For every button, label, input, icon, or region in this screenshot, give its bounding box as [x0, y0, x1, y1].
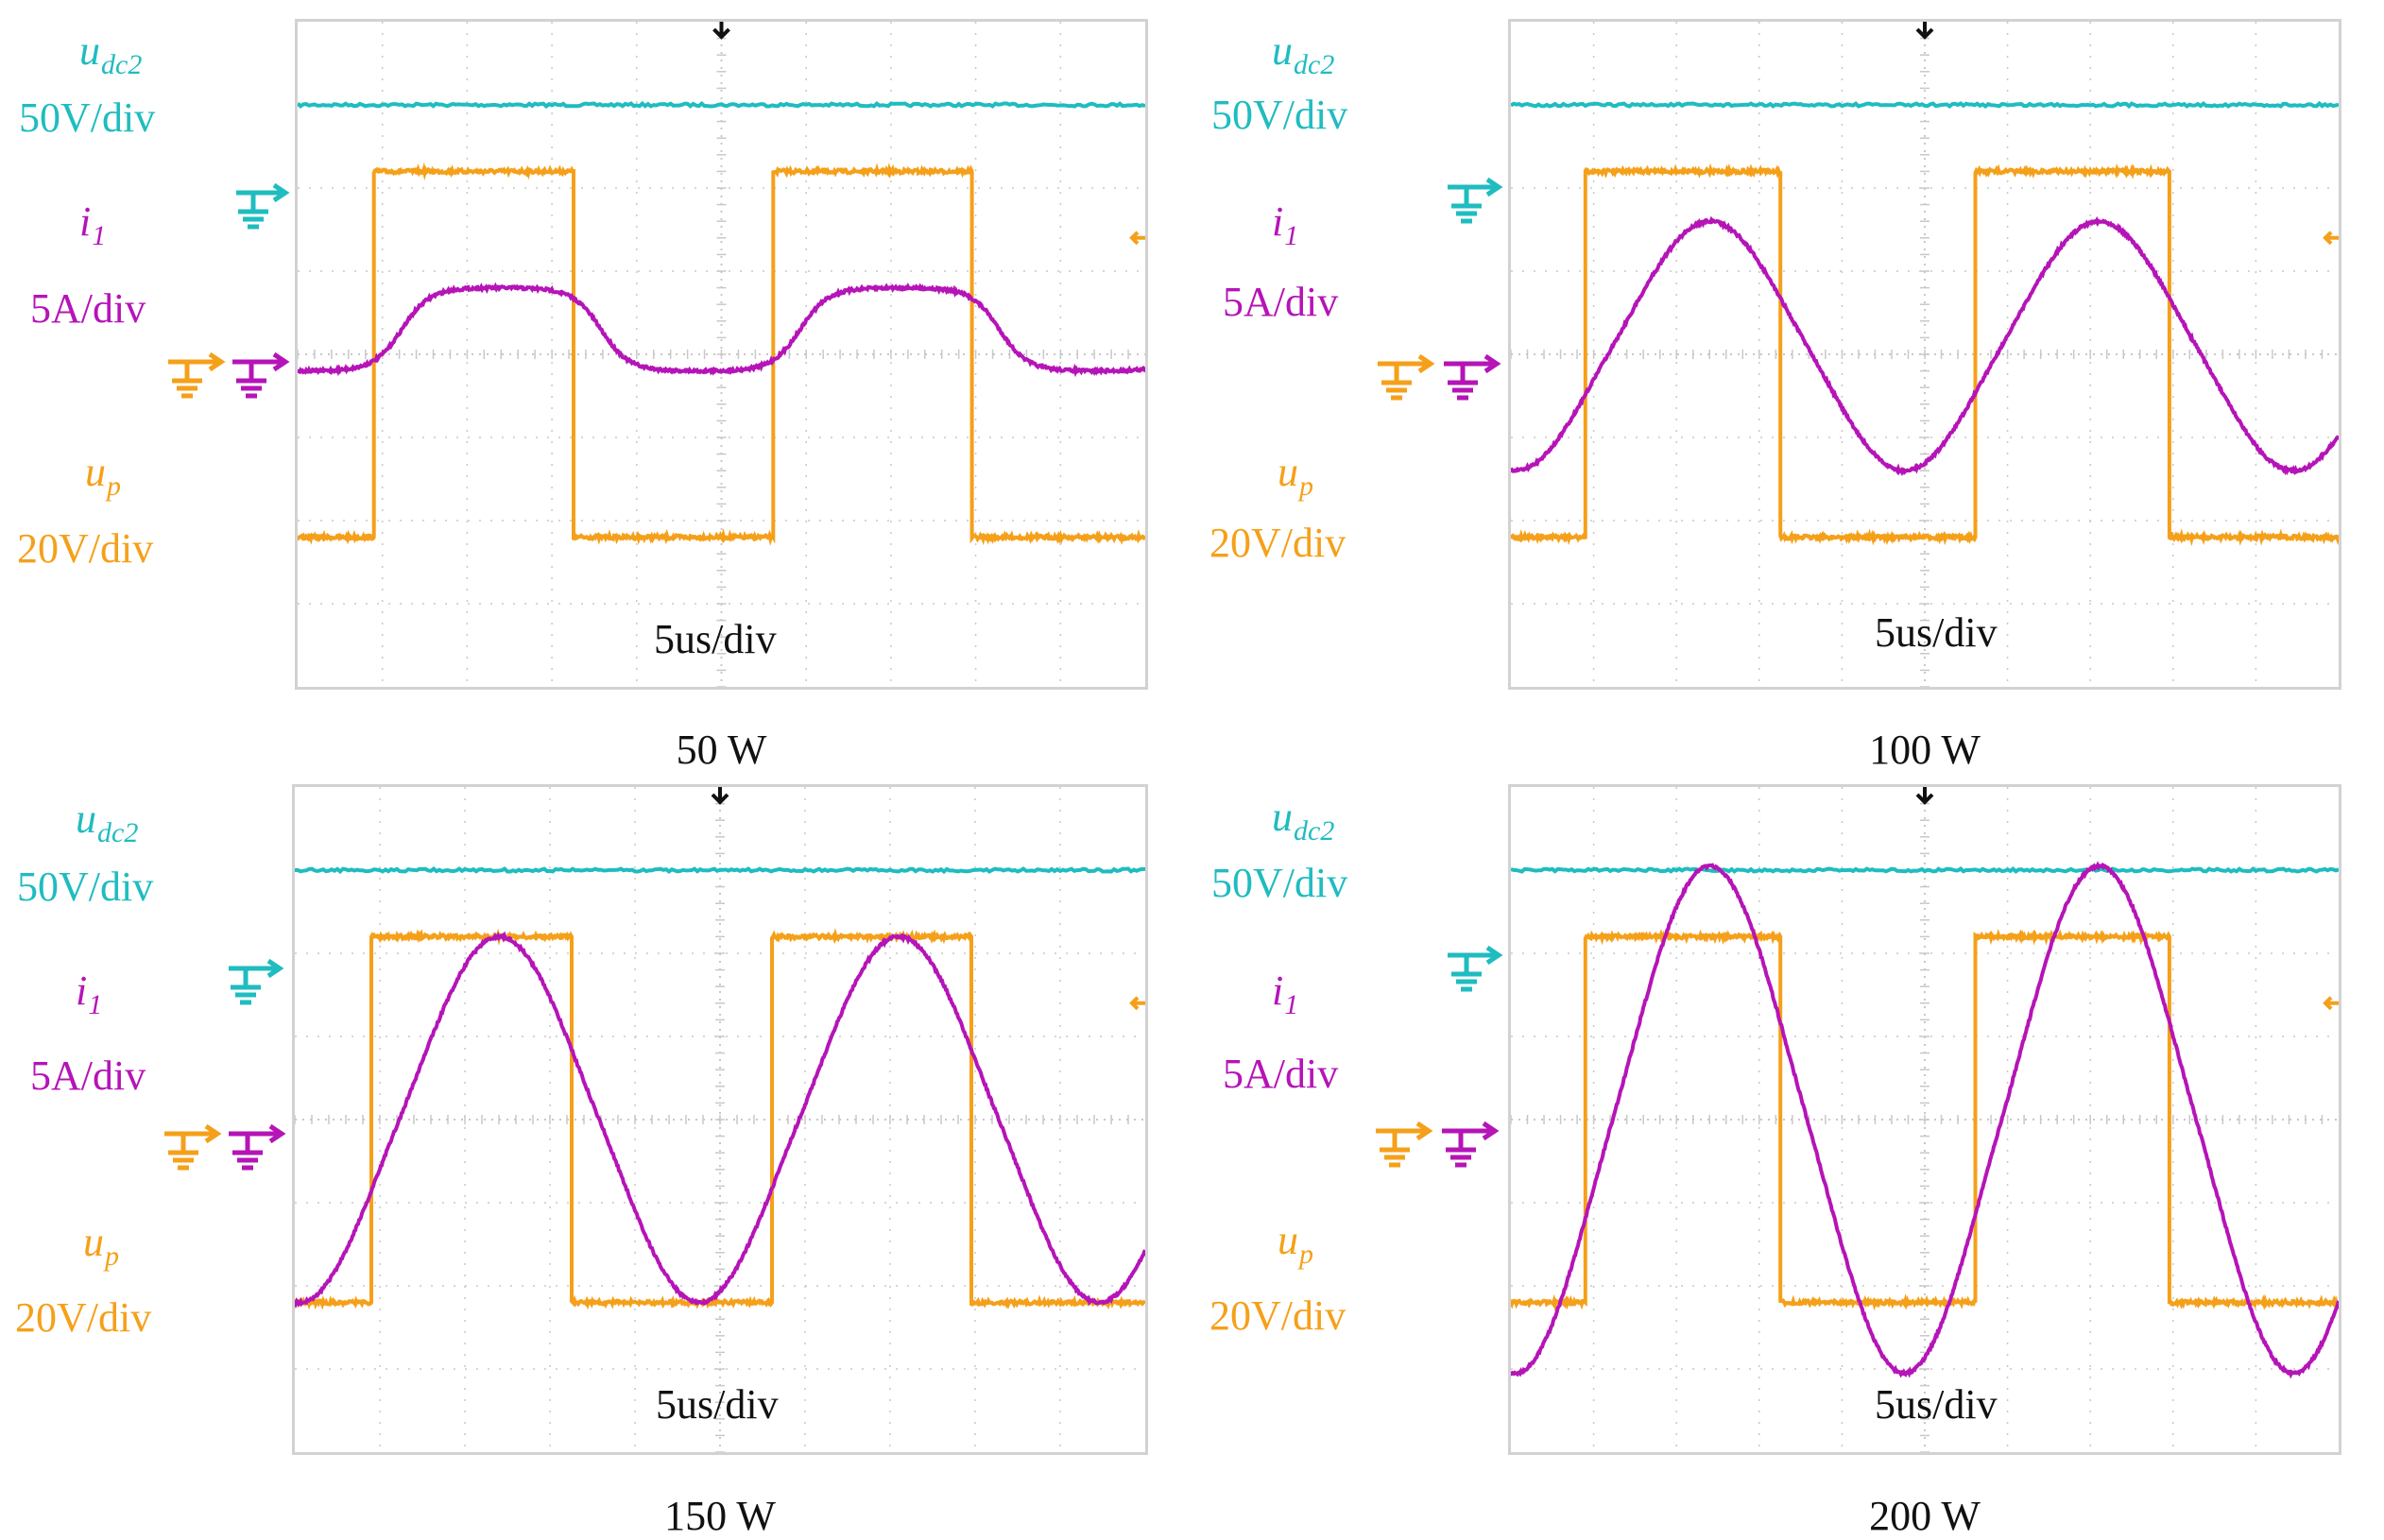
scope-plot — [295, 787, 1145, 1452]
panel-title: 100 W — [1869, 727, 1981, 773]
scope-screen — [1508, 19, 2341, 690]
timebase-label: 5us/div — [654, 616, 777, 662]
up-label: up — [85, 449, 121, 502]
up-label: up — [1278, 1217, 1313, 1270]
trace-udc2 — [295, 866, 1145, 875]
trace-udc2 — [298, 100, 1145, 110]
udc2-ground-marker-icon — [229, 958, 284, 1005]
timebase-label: 5us/div — [1875, 1381, 1998, 1428]
scope-plot — [298, 22, 1145, 687]
udc2-ground-marker-icon — [236, 182, 290, 230]
up-ground-marker-icon — [164, 1123, 222, 1171]
i1-ground-marker-icon — [229, 1123, 286, 1171]
trigger-level-icon — [1129, 996, 1145, 1011]
scope-panel-150w: udc2 50V/div i1 5A/div up 20V/div 150 W … — [0, 770, 1192, 1540]
udc2-scale-label: 50V/div — [1211, 860, 1348, 906]
scope-panel-100w: udc2 50V/div i1 5A/div up 20V/div 100 W … — [1192, 0, 2384, 773]
trace-udc2 — [1511, 100, 2339, 110]
trigger-level-icon — [2323, 996, 2339, 1011]
i1-ground-marker-icon — [1442, 1121, 1500, 1168]
timebase-label: 5us/div — [656, 1381, 779, 1428]
up-ground-marker-icon — [168, 351, 226, 399]
trigger-position-icon — [1915, 787, 1934, 805]
panel-title: 150 W — [664, 1493, 776, 1539]
grid — [298, 22, 1145, 687]
scope-panel-200w: udc2 50V/div i1 5A/div up 20V/div 200 W … — [1192, 770, 2384, 1540]
trigger-position-icon — [1915, 22, 1934, 40]
up-scale-label: 20V/div — [17, 525, 154, 572]
ground-markers — [168, 182, 290, 399]
ground-markers — [1378, 177, 1503, 401]
scope-screen — [1508, 784, 2341, 1455]
trace-i1 — [295, 931, 1145, 1309]
i1-label: i1 — [76, 967, 103, 1020]
trace-i1 — [1511, 215, 2339, 477]
trace-udc2 — [1511, 865, 2339, 874]
ground-markers — [1376, 945, 1503, 1168]
up-scale-label: 20V/div — [1209, 520, 1346, 566]
udc2-scale-label: 50V/div — [17, 864, 154, 910]
timebase-label: 5us/div — [1875, 609, 1998, 656]
grid — [1511, 22, 2339, 687]
udc2-label: udc2 — [79, 27, 143, 80]
i1-label: i1 — [1272, 198, 1299, 251]
i1-scale-label: 5A/div — [1223, 279, 1339, 325]
up-scale-label: 20V/div — [1209, 1292, 1346, 1339]
udc2-scale-label: 50V/div — [1211, 92, 1348, 138]
trace-up — [298, 162, 1145, 546]
udc2-ground-marker-icon — [1448, 945, 1503, 992]
grid — [1511, 787, 2339, 1452]
up-label: up — [83, 1219, 119, 1272]
up-label: up — [1278, 449, 1313, 502]
udc2-label: udc2 — [1272, 794, 1335, 847]
udc2-label: udc2 — [76, 796, 139, 848]
i1-ground-marker-icon — [232, 351, 290, 399]
ground-markers — [164, 958, 286, 1171]
trace-up — [295, 928, 1145, 1310]
trigger-level-icon — [2323, 231, 2339, 246]
scope-plot — [1511, 787, 2339, 1452]
i1-label: i1 — [1272, 967, 1299, 1020]
scope-screen — [292, 784, 1148, 1455]
trace-i1 — [298, 282, 1145, 378]
trace-i1 — [1511, 861, 2339, 1379]
panel-title: 50 W — [676, 727, 767, 773]
trigger-position-icon — [712, 22, 730, 40]
i1-label: i1 — [79, 198, 107, 251]
i1-ground-marker-icon — [1444, 353, 1501, 401]
udc2-scale-label: 50V/div — [19, 94, 156, 141]
panel-title: 200 W — [1869, 1493, 1981, 1539]
udc2-ground-marker-icon — [1448, 177, 1503, 224]
scope-panel-50w: udc2 50V/div i1 5A/div up 20V/div 50 W 5… — [0, 0, 1192, 773]
trigger-level-icon — [1129, 231, 1145, 246]
up-ground-marker-icon — [1376, 1121, 1433, 1168]
scope-screen — [295, 19, 1148, 690]
trace-up — [1511, 928, 2339, 1312]
i1-scale-label: 5A/div — [30, 285, 146, 332]
up-ground-marker-icon — [1378, 353, 1435, 401]
udc2-label: udc2 — [1272, 27, 1335, 80]
scope-plot — [1511, 22, 2339, 687]
i1-scale-label: 5A/div — [30, 1052, 146, 1099]
trigger-position-icon — [711, 787, 729, 805]
trace-up — [1511, 163, 2339, 547]
up-scale-label: 20V/div — [15, 1294, 152, 1341]
grid — [295, 787, 1145, 1452]
i1-scale-label: 5A/div — [1223, 1051, 1339, 1097]
